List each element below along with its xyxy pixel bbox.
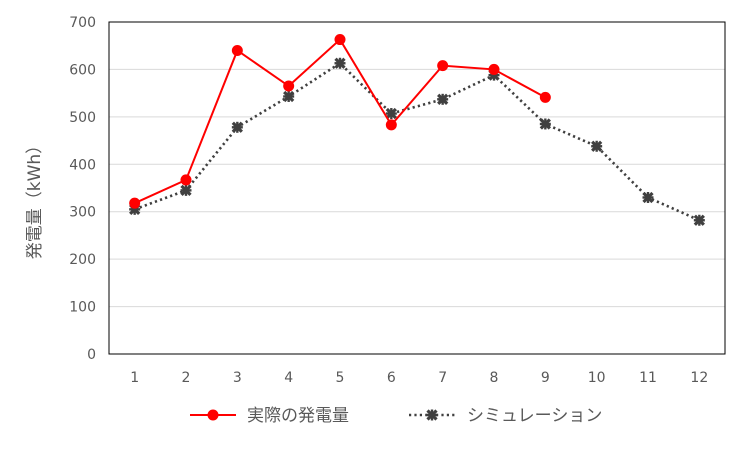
data-point xyxy=(437,93,449,105)
legend-marker xyxy=(426,409,438,421)
legend-label: 実際の発電量 xyxy=(247,406,349,426)
x-tick-label: 1 xyxy=(130,370,139,386)
series-line xyxy=(134,61,700,222)
data-point xyxy=(231,121,243,133)
y-tick-label: 300 xyxy=(69,205,96,221)
x-tick-label: 12 xyxy=(690,370,708,386)
gridlines xyxy=(109,68,725,308)
data-point xyxy=(180,174,192,186)
data-point xyxy=(642,191,654,204)
plot-area-border xyxy=(108,21,726,355)
y-tick-label: 500 xyxy=(69,110,96,126)
data-point xyxy=(385,119,397,131)
data-point xyxy=(283,80,295,92)
data-point xyxy=(693,214,705,226)
series-group xyxy=(129,34,705,226)
legend-entry-actual: 実際の発電量 xyxy=(190,406,349,426)
data-point xyxy=(180,184,192,197)
series-actual xyxy=(129,34,551,209)
x-tick-label: 7 xyxy=(438,370,447,386)
series-simulation xyxy=(129,57,705,226)
y-tick-label: 400 xyxy=(69,157,96,173)
x-tick-label: 4 xyxy=(284,370,293,386)
data-point xyxy=(334,57,346,69)
y-tick-label: 0 xyxy=(87,347,96,363)
x-tick-label: 2 xyxy=(182,370,191,386)
data-point xyxy=(231,44,243,56)
data-point xyxy=(129,197,141,209)
x-axis-ticks: 1 2 3 4 5 6 7 8 9 10 11 12 xyxy=(130,370,708,386)
legend-marker xyxy=(207,409,219,421)
x-tick-label: 5 xyxy=(336,370,345,386)
x-tick-label: 11 xyxy=(639,370,657,386)
data-point xyxy=(591,140,603,152)
data-point xyxy=(334,34,346,46)
y-tick-label: 100 xyxy=(69,300,96,316)
legend: 実際の発電量 シミュレーション xyxy=(190,406,602,426)
y-tick-label: 700 xyxy=(69,15,96,31)
x-tick-label: 10 xyxy=(588,370,606,386)
legend-entry-simulation: シミュレーション xyxy=(409,406,602,426)
x-tick-label: 3 xyxy=(233,370,242,386)
data-point xyxy=(283,90,295,103)
data-point xyxy=(539,91,551,103)
data-point xyxy=(488,63,500,75)
data-point xyxy=(385,107,397,120)
y-tick-label: 600 xyxy=(69,62,96,78)
y-axis-label: 発電量（kWh） xyxy=(25,137,45,259)
x-tick-label: 9 xyxy=(541,370,550,386)
data-point xyxy=(539,118,551,130)
y-axis-ticks: 0 100 200 300 400 500 600 700 xyxy=(69,15,96,363)
x-tick-label: 8 xyxy=(490,370,499,386)
data-point xyxy=(437,60,449,72)
x-tick-label: 6 xyxy=(387,370,396,386)
y-tick-label: 200 xyxy=(69,252,96,268)
legend-label: シミュレーション xyxy=(467,406,602,426)
